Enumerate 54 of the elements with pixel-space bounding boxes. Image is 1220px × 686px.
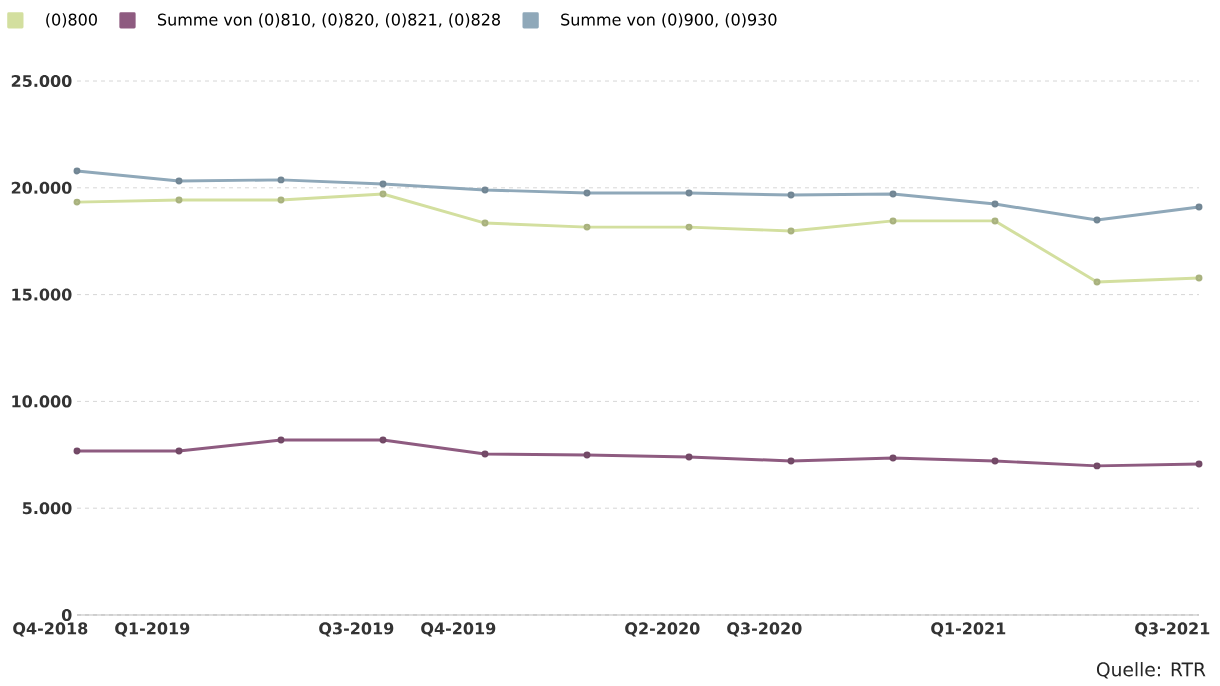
source-note: Quelle: RTR [1096,662,1206,679]
point [73,167,81,175]
point [481,450,489,458]
point [73,198,81,206]
point [1093,278,1101,286]
point [73,447,81,455]
point [1195,274,1203,282]
point [991,200,999,208]
point [175,447,183,455]
point [1093,462,1101,470]
x-tick-label: Q4-2019 [421,622,496,637]
x-tick-label: Q4-2018 [13,622,88,637]
y-tick-label: 20.000 [11,181,72,194]
point [787,227,795,235]
point [481,219,489,227]
point [379,436,387,444]
point [583,189,591,197]
x-tick-label: Q3-2020 [727,622,802,637]
point [277,436,285,444]
point [787,457,795,465]
point [583,451,591,459]
point [1195,460,1203,468]
point [481,186,489,194]
y-tick-label: 5.000 [22,502,72,515]
point [991,217,999,225]
point [685,223,693,231]
point [889,454,897,462]
point [1093,216,1101,224]
point [175,177,183,185]
x-tick-label: Q1-2021 [931,622,1006,637]
point [277,176,285,184]
point [889,190,897,198]
x-tick-label: Q3-2021 [1135,622,1210,637]
legend-label: (0)800 [46,13,97,28]
x-tick-label: Q2-2020 [625,622,700,637]
y-tick-label: 25.000 [11,74,72,88]
point [379,180,387,188]
point [991,457,999,465]
point [277,196,285,204]
y-tick-label: 0 [61,608,72,622]
point [787,191,795,199]
y-tick-label: 15.000 [12,288,72,301]
point [685,453,693,461]
point [1195,203,1203,211]
y-tick-label: 10.000 [12,395,72,408]
point [175,196,183,204]
x-tick-label: Q1-2019 [115,622,190,637]
legend-label: Summe von (0)810, (0)820, (0)821, (0)828 [158,13,500,28]
x-tick-label: Q3-2019 [319,622,394,637]
point [685,189,693,197]
point [889,217,897,225]
point [583,223,591,231]
legend-label: Summe von (0)900, (0)930 [561,13,777,28]
point [379,190,387,198]
